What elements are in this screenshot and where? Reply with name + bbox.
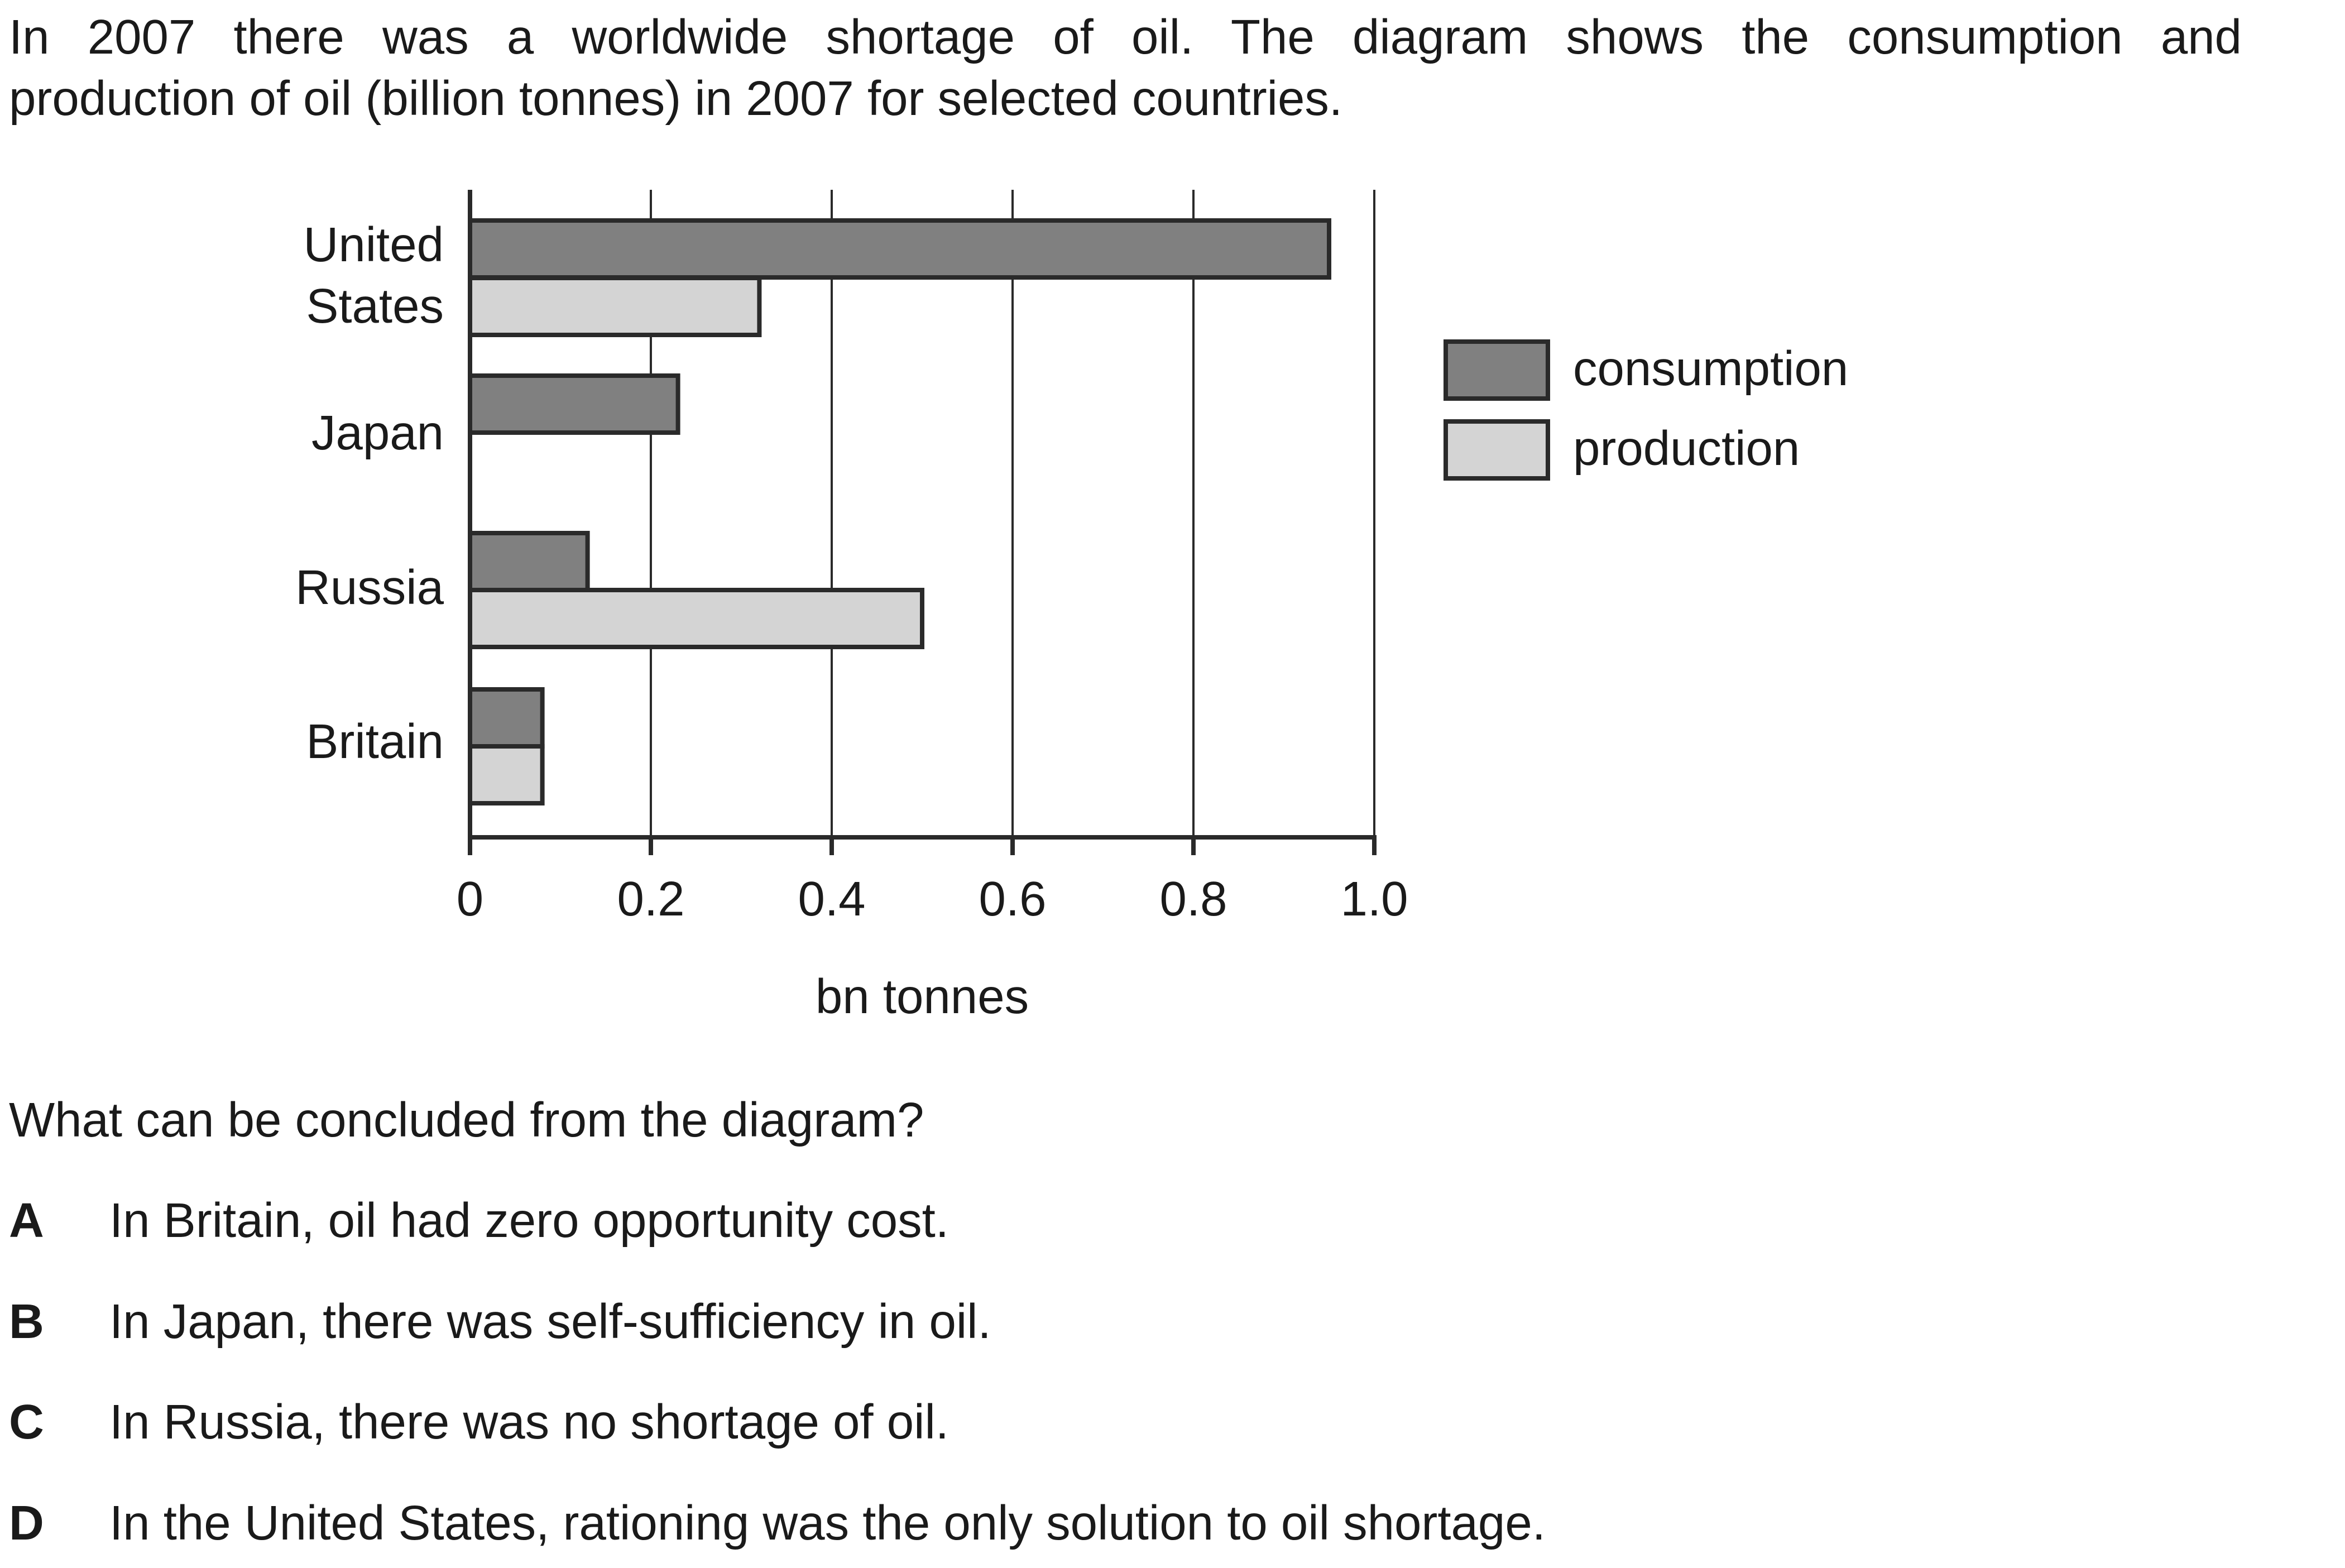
option-b-letter: B: [9, 1294, 44, 1349]
intro-line-1: In 2007 there was a worldwide shortage o…: [9, 10, 2242, 64]
bar-production: [468, 588, 924, 649]
option-c-letter: C: [9, 1395, 44, 1449]
category-label: United: [304, 218, 444, 272]
intro-line-2: production of oil (billion tonnes) in 20…: [9, 71, 1343, 126]
option-a[interactable]: A In Britain, oil had zero opportunity c…: [9, 1190, 949, 1251]
bar-consumption: [468, 531, 590, 592]
category-label: Japan: [311, 406, 444, 460]
x-tick-label: 0.6: [979, 872, 1047, 926]
option-c[interactable]: C In Russia, there was no shortage of oi…: [9, 1392, 949, 1453]
bar-consumption: [468, 218, 1331, 280]
legend-label-production: production: [1573, 421, 1800, 476]
x-tick-label: 0.2: [617, 872, 685, 926]
legend-swatch-consumption: [1444, 339, 1550, 401]
intro-text: In 2007 there was a worldwide shortage o…: [9, 7, 2242, 130]
category-label: Russia: [295, 560, 444, 615]
x-tick-label: 0: [457, 872, 483, 926]
x-tick-label: 1.0: [1341, 872, 1408, 926]
oil-bar-chart: 0 0.2 0.4 0.6 0.8 1.0 bn tonnes United States Jap…: [295, 190, 1848, 1024]
question-text: What can be concluded from the diagram?: [9, 1093, 924, 1147]
bar-production: [468, 276, 762, 337]
category-label: Britain: [306, 715, 444, 769]
bar-consumption: [468, 373, 680, 435]
legend-label-consumption: consumption: [1573, 342, 1848, 396]
option-b-text: In Japan, there was self-sufficiency in …: [109, 1294, 991, 1349]
option-b[interactable]: B In Japan, there was self-sufficiency i…: [9, 1291, 991, 1353]
option-d-letter: D: [9, 1496, 44, 1550]
category-label: States: [306, 279, 444, 333]
legend-swatch-production: [1444, 419, 1550, 481]
bar-production: [468, 744, 545, 805]
option-a-text: In Britain, oil had zero opportunity cos…: [109, 1193, 949, 1248]
option-d[interactable]: D In the United States, rationing was th…: [9, 1493, 1546, 1554]
option-c-text: In Russia, there was no shortage of oil.: [109, 1395, 949, 1449]
bar-consumption: [468, 687, 545, 749]
x-axis-label: bn tonnes: [816, 970, 1029, 1024]
x-tick-label: 0.4: [798, 872, 866, 926]
option-a-letter: A: [9, 1193, 44, 1248]
option-d-text: In the United States, rationing was the …: [109, 1496, 1546, 1550]
x-tick-label: 0.8: [1160, 872, 1227, 926]
